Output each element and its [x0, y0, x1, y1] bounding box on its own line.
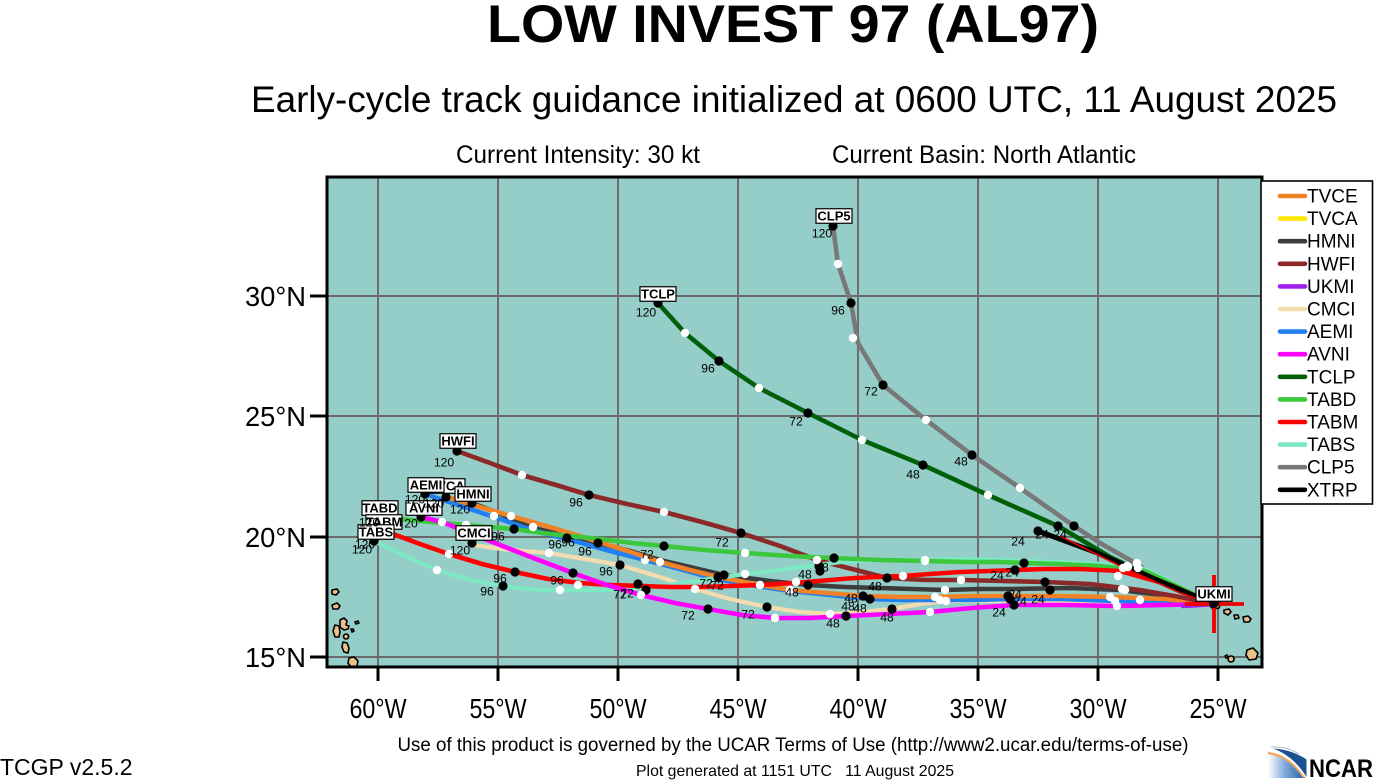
svg-text:120: 120 [359, 516, 380, 530]
svg-text:72: 72 [699, 577, 713, 591]
svg-text:24: 24 [1053, 528, 1067, 542]
svg-text:TABM: TABM [1307, 413, 1358, 434]
svg-text:XTRP: XTRP [1307, 480, 1358, 501]
svg-text:48: 48 [880, 611, 894, 625]
svg-text:Current Basin: North Atlantic: Current Basin: North Atlantic [832, 141, 1136, 169]
svg-text:96: 96 [480, 585, 494, 599]
svg-text:25°W: 25°W [1190, 693, 1247, 724]
svg-text:CLP5: CLP5 [1307, 458, 1355, 479]
svg-text:72: 72 [681, 609, 695, 623]
svg-text:20: 20 [404, 517, 418, 531]
svg-text:96: 96 [578, 545, 592, 559]
svg-text:72: 72 [741, 608, 755, 622]
svg-text:24: 24 [992, 606, 1006, 620]
svg-text:20°N: 20°N [245, 522, 306, 553]
svg-text:35°W: 35°W [950, 693, 1007, 724]
svg-text:HMNI: HMNI [1307, 232, 1356, 253]
svg-text:Current Intensity: 30 kt: Current Intensity: 30 kt [456, 141, 700, 169]
svg-text:TVCE: TVCE [1307, 187, 1358, 208]
svg-text:40°W: 40°W [830, 693, 887, 724]
svg-text:96: 96 [548, 538, 562, 552]
svg-text:UKMI: UKMI [1197, 587, 1230, 602]
svg-text:45°W: 45°W [710, 693, 767, 724]
svg-text:CLP5: CLP5 [817, 209, 850, 224]
svg-text:AVNI: AVNI [409, 501, 439, 516]
svg-text:CMCI: CMCI [1307, 300, 1356, 321]
svg-text:72: 72 [710, 579, 724, 593]
svg-text:120: 120 [352, 543, 373, 557]
svg-text:HWFI: HWFI [441, 434, 474, 449]
svg-text:120: 120 [424, 497, 445, 511]
svg-text:96: 96 [561, 536, 575, 550]
svg-text:AEMI: AEMI [1307, 322, 1353, 343]
svg-text:120: 120 [450, 503, 471, 517]
svg-text:TCGP v2.5.2: TCGP v2.5.2 [0, 754, 133, 780]
svg-text:Use of this product is governe: Use of this product is governed by the U… [398, 735, 1189, 756]
svg-text:96: 96 [569, 496, 583, 510]
svg-text:96: 96 [550, 574, 564, 588]
svg-text:72: 72 [864, 385, 878, 399]
svg-text:30°W: 30°W [1070, 693, 1127, 724]
svg-text:60°W: 60°W [350, 693, 407, 724]
svg-text:HMNI: HMNI [456, 487, 489, 502]
svg-text:TABS: TABS [359, 525, 394, 540]
svg-text:TABD: TABD [362, 501, 397, 516]
svg-text:TCLP: TCLP [1307, 367, 1356, 388]
svg-text:48: 48 [954, 455, 968, 469]
svg-text:48: 48 [815, 561, 829, 575]
svg-text:24: 24 [1011, 535, 1025, 549]
svg-text:48: 48 [906, 468, 920, 482]
svg-text:CMCI: CMCI [457, 526, 490, 541]
svg-text:Early-cycle track guidance ini: Early-cycle track guidance initialized a… [251, 79, 1337, 120]
svg-text:24: 24 [1031, 593, 1045, 607]
svg-text:24: 24 [1013, 595, 1027, 609]
svg-text:120: 120 [812, 227, 833, 241]
svg-text:55°W: 55°W [470, 693, 527, 724]
svg-text:24: 24 [1005, 566, 1019, 580]
svg-text:AEMI: AEMI [410, 478, 443, 493]
svg-text:96: 96 [491, 530, 505, 544]
svg-text:24: 24 [990, 569, 1004, 583]
svg-text:HWFI: HWFI [1307, 254, 1356, 275]
svg-text:48: 48 [868, 580, 882, 594]
svg-text:TVCA: TVCA [1307, 209, 1358, 230]
svg-text:96: 96 [599, 565, 613, 579]
svg-text:24: 24 [1008, 588, 1022, 602]
svg-text:48: 48 [785, 586, 799, 600]
svg-text:96: 96 [493, 572, 507, 586]
svg-text:48: 48 [853, 602, 867, 616]
svg-text:48: 48 [798, 568, 812, 582]
svg-text:120: 120 [355, 538, 376, 552]
svg-text:NCAR: NCAR [1309, 755, 1373, 780]
svg-text:72: 72 [613, 588, 627, 602]
svg-text:72: 72 [789, 415, 803, 429]
svg-text:96: 96 [831, 304, 845, 318]
svg-text:LOW INVEST 97 (AL97): LOW INVEST 97 (AL97) [487, 0, 1099, 54]
svg-text:25°N: 25°N [245, 401, 306, 432]
svg-text:48: 48 [844, 592, 858, 606]
svg-text:UKMI: UKMI [1307, 277, 1355, 298]
svg-text:15°N: 15°N [245, 642, 306, 673]
svg-text:72: 72 [620, 587, 634, 601]
svg-text:120: 120 [405, 493, 426, 507]
svg-text:TABS: TABS [1307, 435, 1355, 456]
svg-text:24: 24 [1035, 528, 1049, 542]
svg-text:48: 48 [841, 600, 855, 614]
svg-text:120: 120 [450, 544, 471, 558]
svg-text:48: 48 [826, 617, 840, 631]
svg-text:50°W: 50°W [590, 693, 647, 724]
svg-text:TABD: TABD [1307, 390, 1356, 411]
svg-text:96: 96 [701, 362, 715, 376]
svg-text:TCLP: TCLP [641, 287, 675, 302]
svg-text:120: 120 [636, 306, 657, 320]
svg-text:120: 120 [434, 456, 455, 470]
svg-text:72: 72 [640, 548, 654, 562]
svg-text:Plot generated at 1151 UTC 1: Plot generated at 1151 UTC 11 August 202… [636, 763, 954, 780]
svg-text:72: 72 [715, 536, 729, 550]
svg-text:AVNI: AVNI [1307, 345, 1350, 366]
svg-text:30°N: 30°N [245, 281, 306, 312]
